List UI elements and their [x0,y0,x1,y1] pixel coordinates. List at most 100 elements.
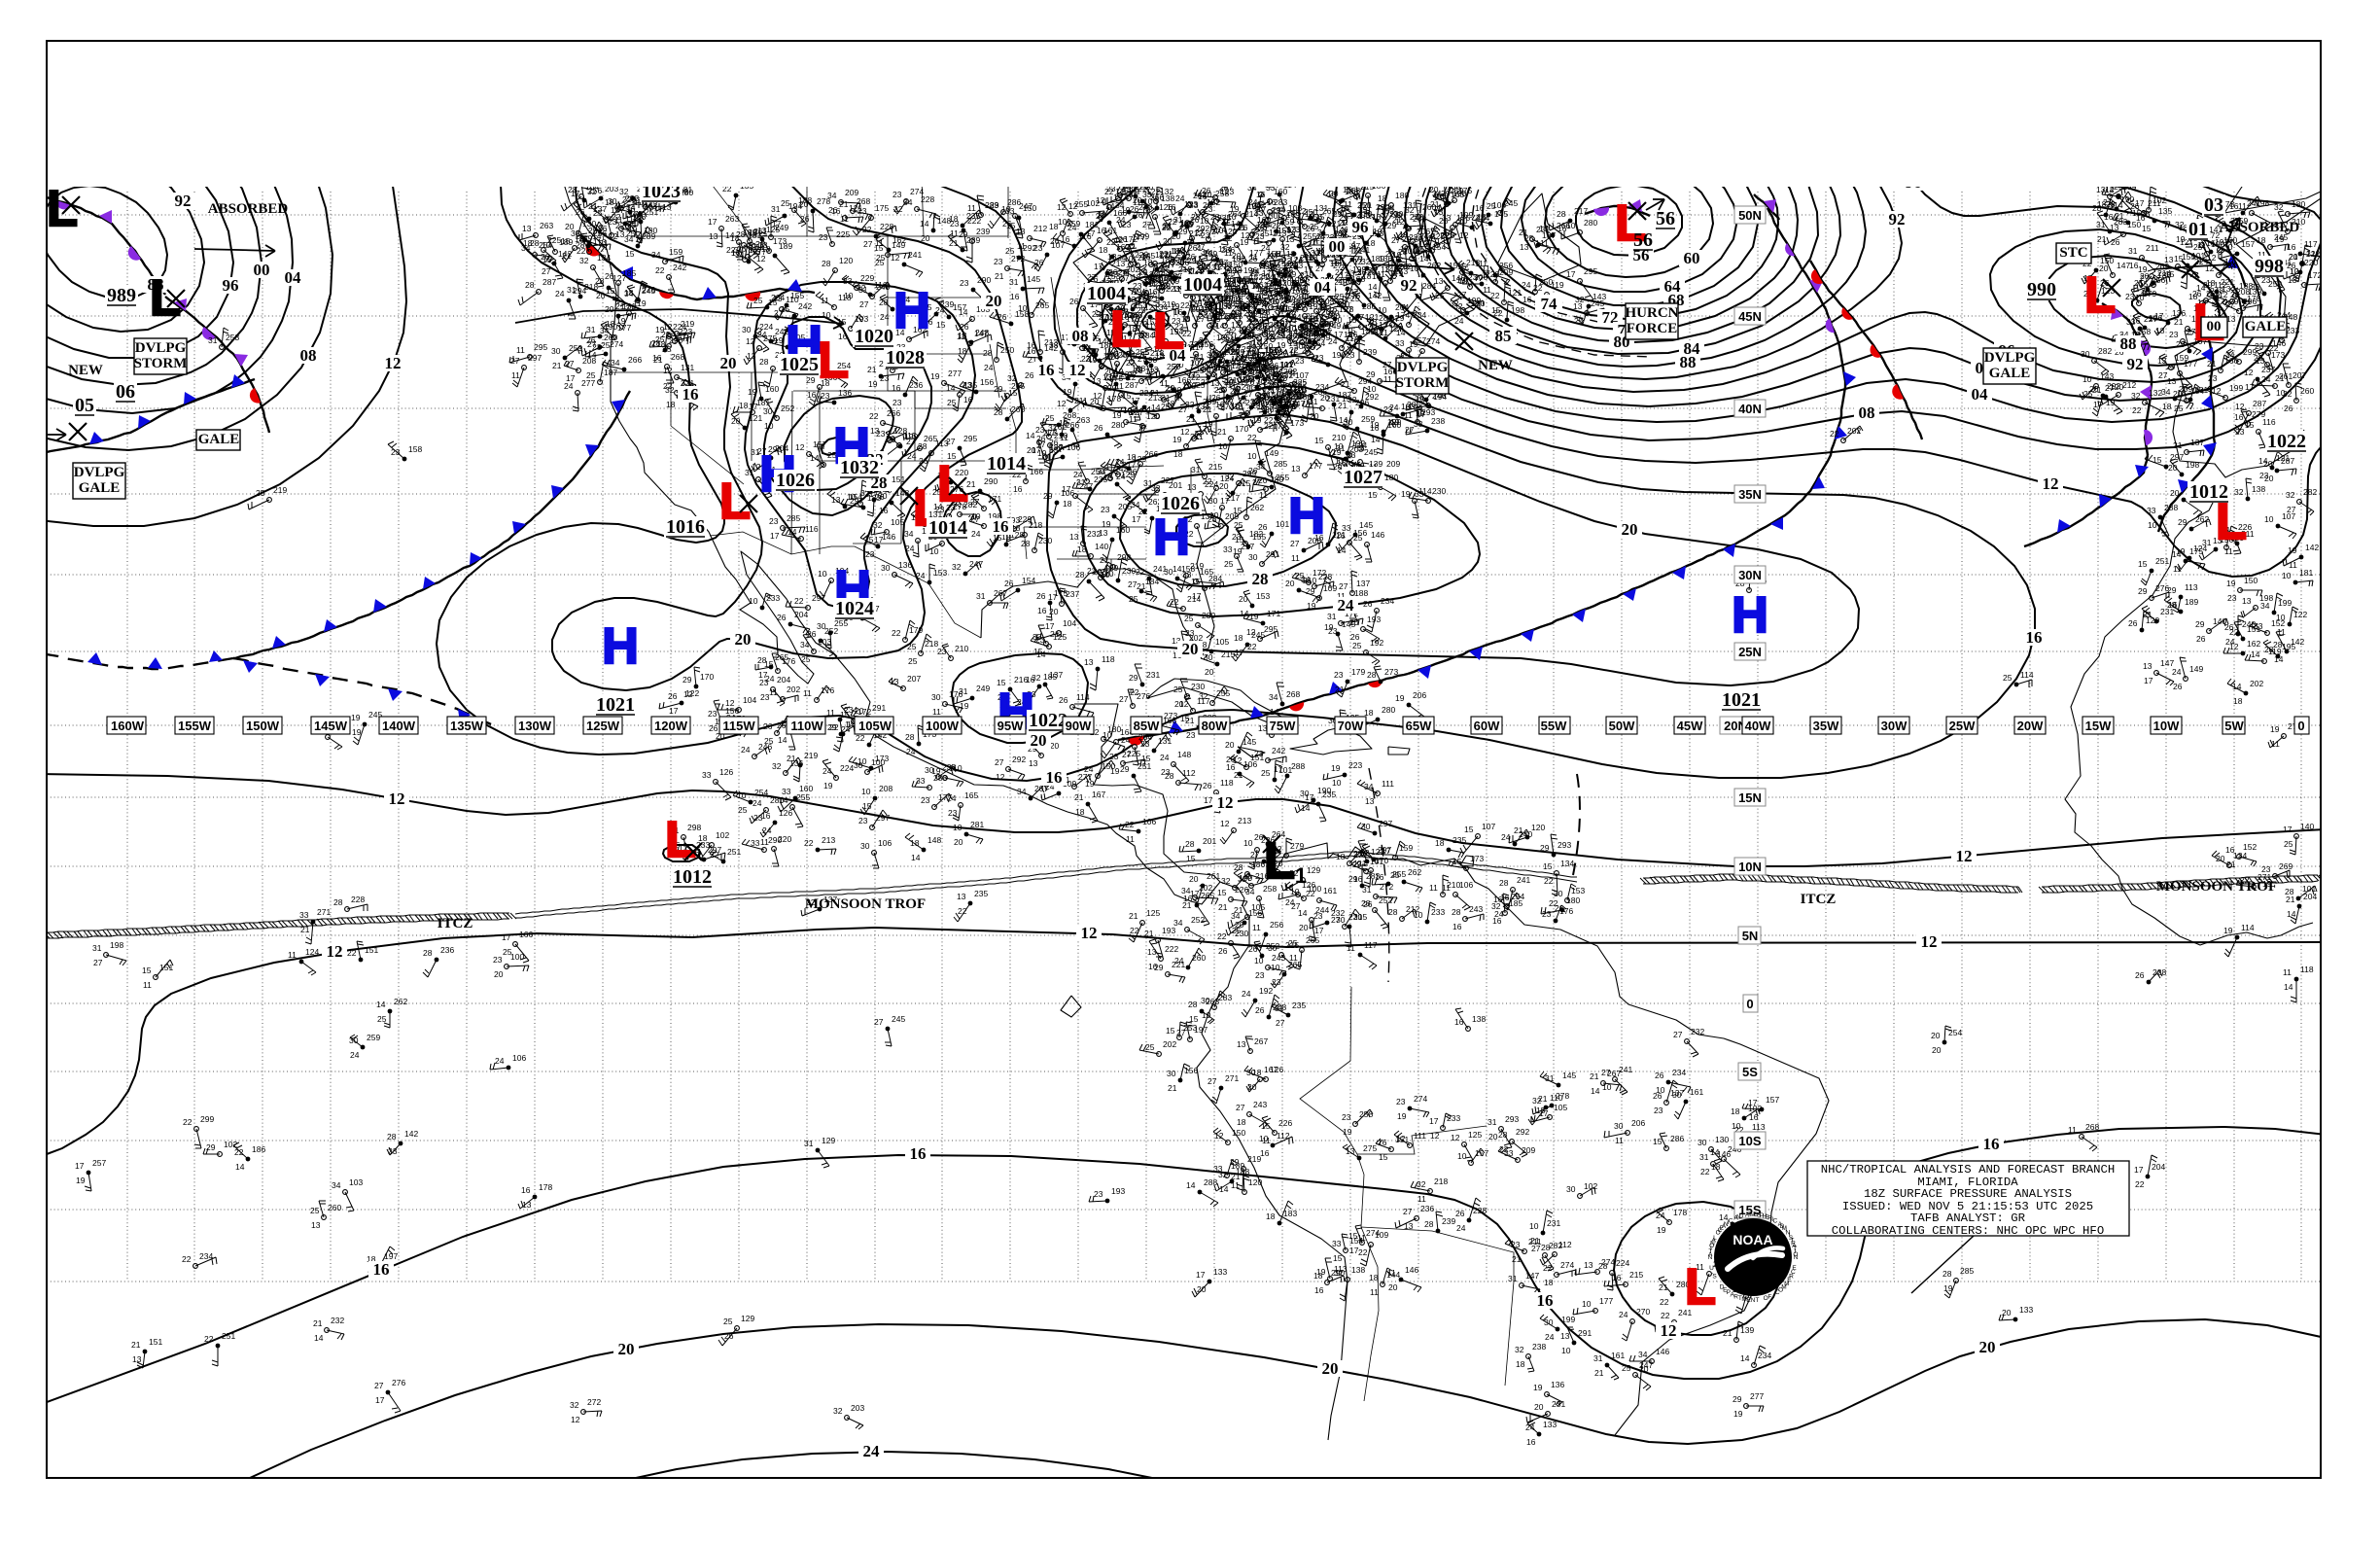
svg-text:106: 106 [1067,442,1080,452]
svg-text:13: 13 [2167,376,2177,386]
svg-text:10: 10 [2082,374,2092,384]
svg-text:142: 142 [1044,343,1058,353]
svg-text:137: 137 [593,204,607,214]
svg-text:74: 74 [1541,295,1558,313]
svg-text:13: 13 [757,226,767,235]
svg-text:16: 16 [963,395,973,404]
svg-text:23: 23 [1325,232,1335,242]
svg-text:18: 18 [1344,330,1353,339]
svg-text:21: 21 [755,239,765,249]
svg-text:33: 33 [1415,489,1424,499]
svg-text:13: 13 [957,892,966,901]
svg-text:20: 20 [2002,1308,2012,1317]
svg-text:218: 218 [584,282,598,292]
svg-text:274: 274 [1601,1257,1615,1267]
svg-text:30: 30 [1300,789,1310,798]
svg-text:34: 34 [1341,203,1350,213]
svg-text:GALE: GALE [79,480,121,496]
svg-text:190: 190 [1332,350,1346,360]
svg-text:257: 257 [92,1158,106,1168]
svg-text:MONSOON TROF: MONSOON TROF [2156,879,2277,895]
svg-text:297: 297 [876,813,890,823]
svg-text:23: 23 [1094,1189,1103,1199]
svg-text:30: 30 [1294,341,1304,351]
svg-text:23: 23 [946,503,956,512]
svg-text:137: 137 [1542,230,1556,240]
svg-text:19: 19 [1395,693,1405,703]
svg-text:26: 26 [1277,330,1286,339]
svg-text:258: 258 [1359,1109,1373,1119]
svg-text:1004: 1004 [1087,283,1126,304]
svg-text:247: 247 [1019,201,1032,211]
svg-text:18: 18 [523,238,533,248]
svg-text:16: 16 [1378,1138,1387,1147]
svg-text:45W: 45W [1677,719,1703,733]
svg-text:125: 125 [1053,632,1067,642]
svg-text:12: 12 [996,772,1005,782]
svg-text:30: 30 [1544,1317,1554,1327]
svg-text:258: 258 [1215,189,1229,198]
svg-text:21: 21 [1338,401,1348,410]
svg-text:25: 25 [923,302,932,312]
svg-text:259: 259 [1361,414,1375,424]
svg-text:297: 297 [1379,819,1392,828]
svg-text:23: 23 [1101,505,1110,514]
svg-text:12: 12 [2207,253,2217,263]
svg-text:34: 34 [1269,692,1278,702]
svg-text:247: 247 [969,559,983,569]
svg-text:139: 139 [1369,459,1382,469]
svg-text:11: 11 [143,980,152,990]
svg-text:10N: 10N [1738,860,1762,874]
svg-text:12: 12 [389,790,405,808]
svg-text:32: 32 [570,1400,579,1410]
svg-text:20: 20 [2216,854,2225,863]
svg-text:193: 193 [1162,926,1175,935]
svg-text:175: 175 [875,203,889,213]
svg-text:14: 14 [1301,803,1311,813]
svg-text:29: 29 [806,375,816,385]
svg-text:128: 128 [1010,530,1024,540]
svg-text:149: 149 [892,240,905,250]
svg-text:11: 11 [803,688,812,698]
svg-text:23: 23 [960,278,969,288]
svg-text:206: 206 [1313,387,1327,397]
svg-text:24: 24 [1338,596,1355,614]
svg-text:31: 31 [771,204,781,214]
svg-text:12: 12 [1220,819,1230,828]
svg-text:129: 129 [822,1136,835,1145]
svg-text:225: 225 [1431,231,1445,241]
svg-text:135: 135 [2158,206,2172,216]
svg-text:32: 32 [1450,298,1459,308]
svg-text:14: 14 [810,453,820,463]
svg-text:13: 13 [1335,456,1345,466]
svg-text:28: 28 [1424,1219,1434,1229]
svg-text:10: 10 [1247,451,1257,461]
svg-text:18: 18 [1544,1278,1554,1287]
svg-text:15: 15 [1433,193,1443,202]
svg-text:129: 129 [1133,454,1146,464]
svg-text:154: 154 [1218,244,1232,254]
svg-text:180: 180 [1395,191,1409,200]
svg-text:20: 20 [1622,520,1638,539]
svg-text:187: 187 [1338,390,1351,400]
svg-text:14: 14 [1396,328,1406,337]
svg-text:24: 24 [757,330,767,339]
svg-text:28: 28 [595,276,605,286]
svg-text:18: 18 [1173,449,1183,459]
svg-text:270: 270 [1636,1307,1650,1317]
svg-text:28: 28 [757,655,767,665]
svg-text:25: 25 [947,398,957,407]
svg-text:113: 113 [935,439,949,448]
svg-text:28: 28 [994,407,1003,417]
svg-text:213: 213 [1238,816,1251,825]
svg-text:19: 19 [1390,417,1400,427]
svg-text:131: 131 [1158,736,1172,746]
svg-text:26: 26 [1455,1209,1465,1218]
svg-text:204: 204 [775,443,788,453]
svg-text:25: 25 [1145,276,1155,286]
svg-text:231: 231 [762,465,776,474]
svg-text:32: 32 [1225,472,1235,481]
svg-text:15: 15 [1368,490,1378,500]
svg-text:239: 239 [940,299,954,309]
svg-text:162: 162 [913,325,927,334]
